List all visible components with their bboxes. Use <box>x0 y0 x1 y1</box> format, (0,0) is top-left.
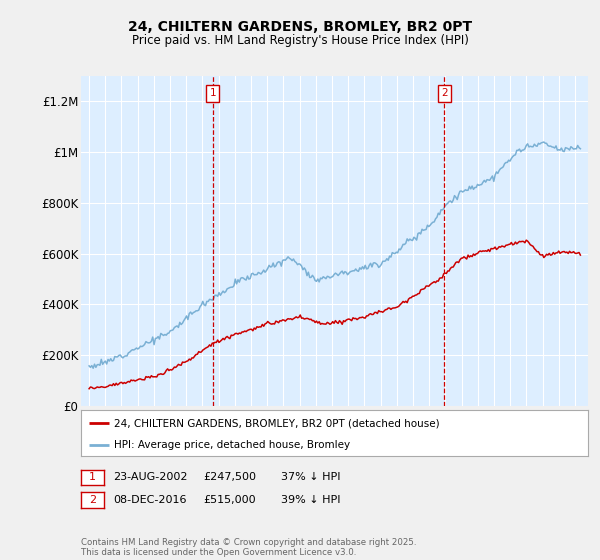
Text: Price paid vs. HM Land Registry's House Price Index (HPI): Price paid vs. HM Land Registry's House … <box>131 34 469 46</box>
Text: 1: 1 <box>209 88 216 99</box>
Text: 2: 2 <box>89 495 96 505</box>
Text: 1: 1 <box>89 473 96 482</box>
Text: 2: 2 <box>441 88 448 99</box>
Text: HPI: Average price, detached house, Bromley: HPI: Average price, detached house, Brom… <box>114 440 350 450</box>
Text: 24, CHILTERN GARDENS, BROMLEY, BR2 0PT: 24, CHILTERN GARDENS, BROMLEY, BR2 0PT <box>128 20 472 34</box>
Text: 39% ↓ HPI: 39% ↓ HPI <box>281 495 340 505</box>
Text: 24, CHILTERN GARDENS, BROMLEY, BR2 0PT (detached house): 24, CHILTERN GARDENS, BROMLEY, BR2 0PT (… <box>114 418 440 428</box>
Text: 08-DEC-2016: 08-DEC-2016 <box>113 495 187 505</box>
Text: £247,500: £247,500 <box>203 473 256 482</box>
Text: 23-AUG-2002: 23-AUG-2002 <box>113 473 187 482</box>
Text: 37% ↓ HPI: 37% ↓ HPI <box>281 473 340 482</box>
Text: Contains HM Land Registry data © Crown copyright and database right 2025.
This d: Contains HM Land Registry data © Crown c… <box>81 538 416 557</box>
Text: £515,000: £515,000 <box>203 495 256 505</box>
